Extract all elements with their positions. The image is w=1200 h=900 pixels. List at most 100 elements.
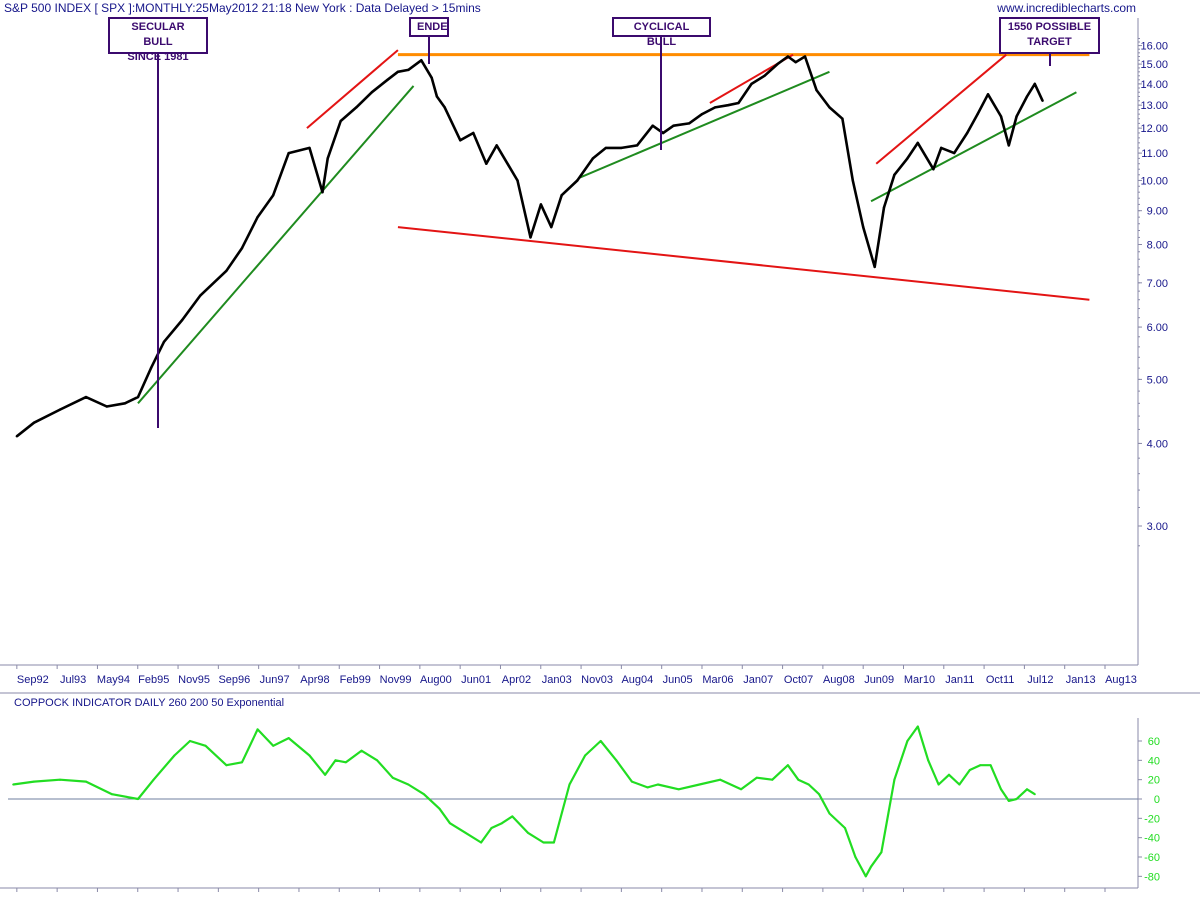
coppock-y-tick-label: 0	[1154, 794, 1160, 806]
x-tick-label: Aug08	[823, 674, 855, 686]
price-point	[272, 194, 275, 197]
coppock-point	[438, 807, 441, 810]
price-point	[529, 236, 532, 239]
price-point	[420, 59, 423, 62]
x-tick-label: Jun09	[864, 674, 894, 686]
price-point	[181, 318, 184, 322]
price-point	[550, 225, 553, 229]
price-point	[396, 70, 400, 74]
coppock-point	[854, 856, 857, 858]
price-point	[999, 115, 1003, 118]
price-point	[828, 106, 831, 109]
price-point	[149, 366, 153, 370]
coppock-point	[344, 761, 347, 764]
price-point	[370, 91, 374, 94]
coppock-point	[740, 788, 743, 791]
coppock-point	[880, 851, 883, 854]
coppock-point	[786, 764, 789, 767]
price-point	[986, 93, 990, 96]
price-point	[651, 124, 654, 127]
price-point	[916, 141, 919, 145]
annotation-ende: ENDE	[409, 17, 449, 37]
price-point	[162, 340, 166, 343]
coppock-point	[958, 783, 961, 786]
price-point	[620, 146, 623, 150]
coppock-point	[500, 822, 503, 825]
annotation-1550-target: 1550 POSSIBLE TARGET	[999, 17, 1100, 54]
coppock-y-tick-label: 60	[1148, 736, 1160, 748]
chart-title: S&P 500 INDEX [ SPX ]:MONTHLY:25May2012 …	[4, 1, 481, 15]
x-tick-label: Jun01	[461, 674, 491, 686]
coppock-point	[584, 754, 587, 757]
coppock-point	[844, 827, 846, 829]
price-point	[472, 131, 475, 135]
green-trendline-1	[137, 85, 415, 404]
annotation-cyclical-bull: CYCLICAL BULL	[612, 17, 711, 48]
price-point	[430, 76, 433, 80]
coppock-point	[1007, 799, 1010, 802]
y-tick-label: 9.00	[1147, 206, 1168, 218]
y-tick-label: 13.00	[1140, 100, 1168, 112]
price-point	[786, 55, 790, 58]
price-point	[199, 294, 202, 297]
x-tick-label: Jan03	[542, 674, 572, 686]
price-point	[58, 408, 62, 411]
x-tick-label: Sep92	[17, 674, 49, 686]
coppock-point	[818, 793, 821, 796]
coppock-point	[33, 780, 35, 783]
coppock-y-tick-label: 20	[1148, 775, 1160, 787]
x-tick-label: Nov03	[581, 674, 613, 686]
coppock-point	[906, 740, 909, 742]
price-point	[576, 179, 579, 182]
price-series-line	[15, 55, 1044, 438]
price-point	[355, 106, 358, 109]
price-point	[700, 112, 704, 116]
coppock-point	[927, 759, 930, 762]
coppock-point	[334, 759, 337, 762]
x-tick-label: Aug04	[621, 674, 653, 686]
y-tick-label: 8.00	[1147, 240, 1168, 252]
coppock-point	[807, 783, 810, 786]
price-point	[560, 194, 563, 197]
y-tick-label: 6.00	[1147, 322, 1168, 334]
coppock-point	[407, 783, 410, 786]
price-point	[604, 146, 608, 150]
x-tick-label: Jul12	[1027, 674, 1053, 686]
x-tick-label: Nov95	[178, 674, 210, 686]
price-point	[339, 119, 342, 123]
price-point	[1015, 115, 1018, 118]
red-trendline-3	[397, 226, 1090, 301]
coppock-point	[287, 737, 290, 740]
coppock-y-tick-label: -40	[1144, 833, 1160, 845]
coppock-point	[646, 786, 649, 789]
coppock-point	[755, 776, 758, 779]
price-point	[321, 191, 324, 194]
coppock-point	[12, 783, 15, 786]
price-point	[976, 112, 979, 116]
coppock-point	[189, 740, 191, 742]
coppock-point	[360, 749, 363, 752]
price-point	[635, 144, 639, 147]
coppock-point	[948, 773, 950, 776]
price-point	[539, 203, 543, 206]
coppock-y-tick-label: 40	[1148, 755, 1160, 767]
coppock-point	[85, 780, 87, 783]
green-trendline-4	[579, 70, 830, 179]
coppock-point	[204, 744, 207, 747]
price-point	[893, 173, 896, 176]
price-point	[105, 405, 109, 408]
price-point	[1025, 95, 1029, 98]
price-point	[940, 146, 943, 150]
coppock-point	[552, 841, 555, 844]
x-tick-label: Sep96	[218, 674, 250, 686]
site-url[interactable]: www.incrediblecharts.com	[997, 1, 1136, 15]
annotation-secular-bull: SECULAR BULL SINCE 1981	[108, 17, 208, 63]
coppock-point	[893, 778, 896, 781]
x-tick-label: Jun97	[260, 674, 290, 686]
coppock-point	[137, 798, 139, 800]
coppock-point	[698, 783, 701, 786]
coppock-point	[771, 778, 774, 781]
coppock-point	[422, 793, 425, 796]
price-point	[815, 88, 818, 92]
